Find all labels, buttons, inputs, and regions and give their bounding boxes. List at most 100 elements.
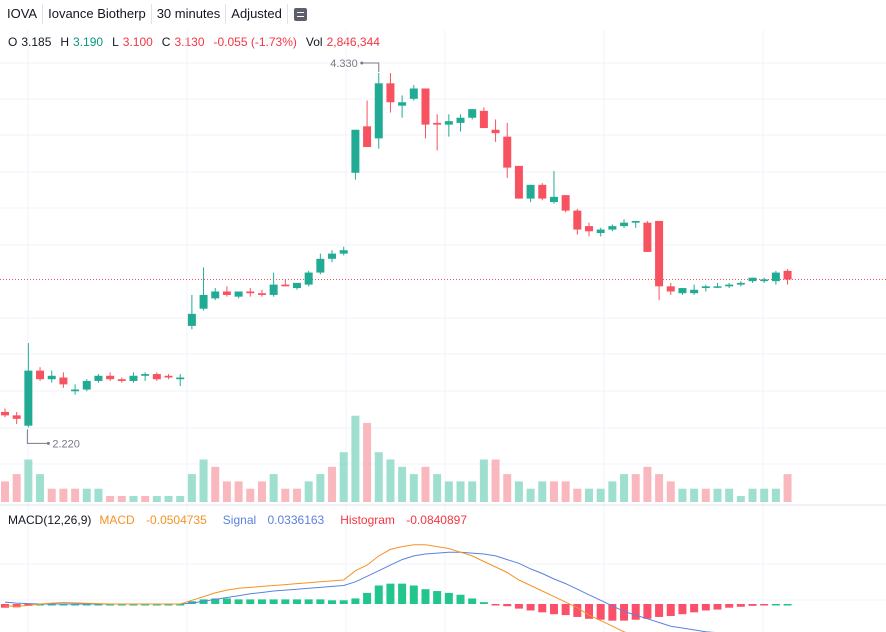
- candle-body-35: [409, 88, 418, 99]
- high-marker-line: [362, 62, 380, 72]
- macd-number: -0.0504735: [146, 513, 207, 527]
- macd-title: MACD(12,26,9): [8, 513, 92, 527]
- volume-bar-39: [456, 481, 465, 502]
- candle-body-30: [351, 129, 360, 173]
- macd-hist-1: [12, 604, 21, 608]
- candle-body-23: [269, 284, 278, 295]
- volume-bar-7: [82, 488, 91, 502]
- macd-hist-50: [585, 604, 593, 619]
- volume-bar-4: [47, 488, 56, 502]
- interval-selector[interactable]: 30 minutes: [152, 4, 227, 24]
- volume-bar-32: [374, 452, 383, 502]
- candle-body-50: [585, 226, 593, 232]
- candle-body-56: [655, 220, 664, 287]
- candle-body-51: [596, 229, 605, 233]
- candle-body-47: [549, 196, 558, 203]
- candle-body-31: [363, 126, 372, 147]
- candle-body-60: [701, 286, 710, 289]
- close-value: 3.130: [174, 35, 205, 49]
- macd-hist-45: [526, 604, 535, 611]
- macd-hist-66: [771, 604, 780, 606]
- histogram-label: Histogram: [340, 513, 395, 527]
- list-icon[interactable]: [293, 7, 307, 21]
- macd-hist-22: [257, 599, 266, 604]
- macd-hist-43: [503, 604, 512, 607]
- candle-body-58: [678, 288, 687, 294]
- adjustment-toggle[interactable]: Adjusted: [226, 4, 288, 24]
- macd-hist-8: [94, 604, 103, 606]
- volume-bar-52: [608, 481, 617, 502]
- symbol-label[interactable]: IOVA: [2, 4, 44, 24]
- volume-bar-24: [281, 488, 290, 502]
- candle-body-18: [211, 291, 220, 299]
- macd-hist-2: [24, 604, 33, 606]
- macd-hist-35: [409, 585, 418, 604]
- low-label: L: [112, 35, 119, 49]
- volume-bar-27: [316, 474, 325, 502]
- candle-body-42: [491, 129, 500, 134]
- macd-hist-27: [316, 599, 325, 604]
- volume-bar-65: [760, 488, 769, 502]
- volume-bar-17: [199, 459, 208, 502]
- candle-body-39: [456, 117, 465, 123]
- candles: [1, 73, 792, 428]
- macd-hist-40: [468, 598, 477, 604]
- volume-bar-23: [269, 474, 278, 502]
- macd-legend: MACD(12,26,9) MACD -0.0504735 Signal 0.0…: [8, 513, 483, 527]
- candle-body-67: [783, 270, 792, 280]
- macd-hist-29: [339, 600, 348, 604]
- volume-bar-60: [701, 488, 710, 502]
- candle-body-7: [82, 380, 91, 390]
- macd-hist-3: [36, 604, 45, 606]
- macd-hist-59: [690, 604, 699, 613]
- candle-body-2: [24, 370, 33, 426]
- volume-bar-29: [339, 452, 348, 502]
- macd-hist-44: [514, 604, 523, 609]
- macd-hist-38: [444, 592, 453, 604]
- candle-body-48: [561, 195, 570, 211]
- volume-bar-64: [748, 488, 757, 502]
- volume-bar-47: [549, 481, 558, 502]
- histogram-number: -0.0840897: [406, 513, 467, 527]
- volume-bar-33: [386, 459, 395, 502]
- volume-bar-43: [503, 474, 512, 502]
- macd-hist-26: [304, 599, 313, 604]
- high-marker-label: 4.330: [330, 58, 358, 70]
- macd-hist-34: [398, 583, 407, 604]
- volume-bar-2: [24, 459, 33, 502]
- candle-body-41: [479, 110, 488, 129]
- volume-bar-21: [246, 488, 255, 502]
- macd-hist-46: [538, 604, 547, 613]
- macd-line: [4, 544, 627, 632]
- macd-hist-67: [783, 604, 792, 606]
- candle-body-53: [620, 222, 629, 227]
- macd-hist-19: [222, 598, 231, 604]
- volume-bar-37: [433, 474, 442, 502]
- volume-bar-3: [36, 474, 45, 502]
- volume-bar-9: [106, 496, 115, 502]
- volume-bar-34: [398, 466, 407, 502]
- candle-body-54: [631, 220, 640, 223]
- candle-body-5: [59, 377, 68, 385]
- macd-hist-47: [549, 604, 558, 615]
- candle-body-17: [199, 294, 208, 309]
- candle-body-6: [71, 389, 80, 392]
- macd-hist-9: [106, 604, 115, 606]
- volume-bar-40: [468, 481, 477, 502]
- candle-body-29: [339, 250, 348, 254]
- volume-bar-20: [234, 481, 243, 502]
- macd-hist-30: [351, 598, 360, 604]
- candle-body-26: [304, 272, 313, 285]
- volume-bar-51: [596, 488, 605, 502]
- candle-body-21: [246, 291, 255, 294]
- volume-bar-63: [736, 496, 745, 502]
- signal-value: Signal 0.0336163: [223, 513, 332, 527]
- macd-hist-5: [59, 604, 68, 606]
- volume-bar-38: [444, 481, 453, 502]
- volume-bar-48: [561, 481, 570, 502]
- candle-body-32: [374, 83, 383, 139]
- volume-bar-46: [538, 481, 547, 502]
- macd-hist-10: [117, 604, 126, 606]
- volume-bar-8: [94, 488, 103, 502]
